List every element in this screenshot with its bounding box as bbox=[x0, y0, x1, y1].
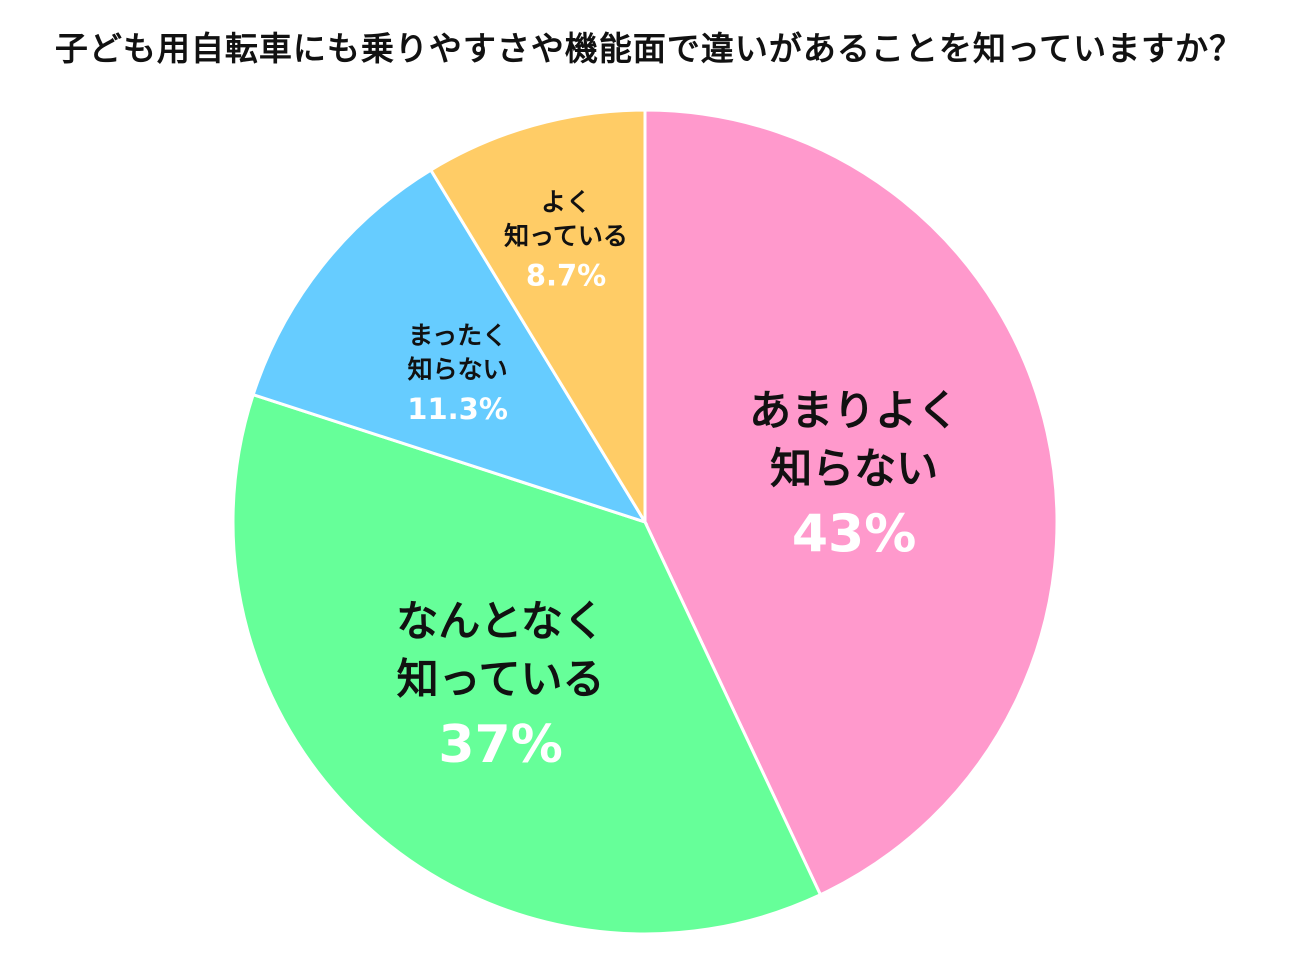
slice-label-3-line-2: 知らない bbox=[408, 355, 508, 384]
slice-value-3: 11.3% bbox=[407, 392, 508, 426]
slice-label-1-line-2: 知らない bbox=[770, 444, 938, 493]
slice-value-2: 37% bbox=[438, 715, 562, 775]
pie-slice-2 bbox=[231, 392, 823, 936]
pie-slice-4 bbox=[428, 108, 647, 528]
pie-slice-1 bbox=[643, 108, 1059, 897]
slice-label-1-line-1: あまりよく bbox=[749, 386, 959, 435]
slice-label-4-line-2: 知っている bbox=[504, 221, 628, 250]
slice-value-1: 43% bbox=[792, 504, 916, 564]
slice-label-2-line-2: 知っている bbox=[397, 654, 605, 703]
slice-label-2-line-1: なんとなく bbox=[396, 596, 605, 645]
pie-slice-3 bbox=[251, 167, 649, 525]
slice-label-3-line-1: まったく bbox=[408, 321, 507, 350]
slice-label-4-line-1: よく bbox=[541, 187, 591, 216]
slice-value-4: 8.7% bbox=[526, 258, 606, 292]
chart-title: 子ども用自転車にも乗りやすさや機能面で違いがあることを知っていますか？ bbox=[54, 29, 1244, 68]
